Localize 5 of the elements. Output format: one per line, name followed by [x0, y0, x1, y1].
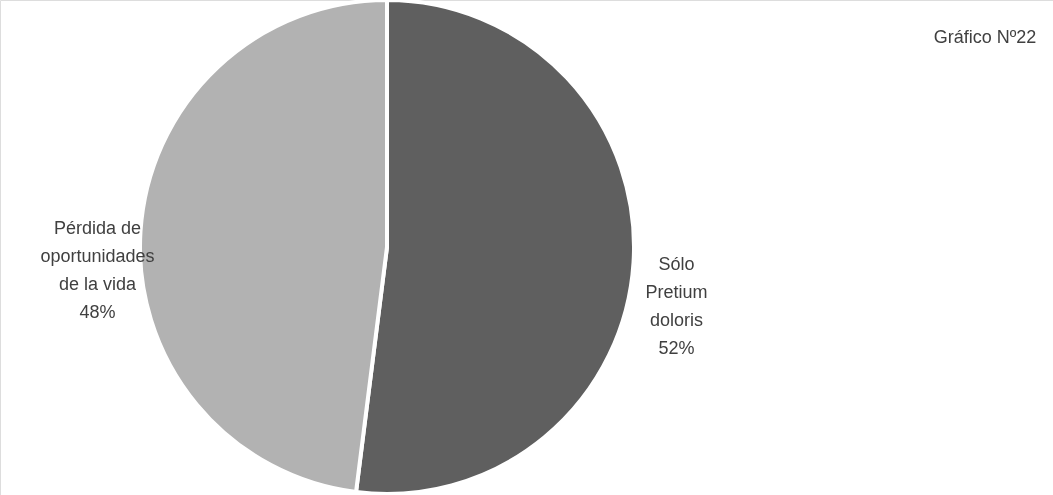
- slice-label: Pérdida de oportunidades de la vida: [40, 217, 155, 294]
- data-label: 52%: [658, 338, 695, 359]
- text: Gráfico Nº22: [933, 27, 1037, 47]
- data-label: 48%: [79, 301, 116, 322]
- slice-label: Sólo Pretium doloris: [645, 254, 708, 331]
